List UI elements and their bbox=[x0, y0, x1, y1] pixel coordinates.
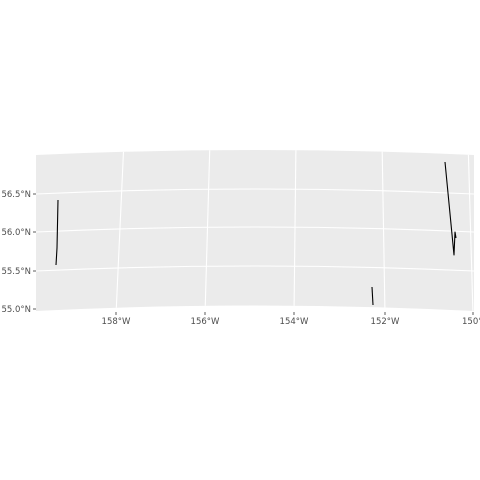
tracks bbox=[55, 161, 457, 306]
latitude-line-56-5 bbox=[36, 188, 474, 195]
map-panel bbox=[36, 150, 474, 311]
y-tick-label-56-0: 56.0°N bbox=[1, 228, 31, 238]
longitude-line-152 bbox=[381, 150, 386, 311]
graticule bbox=[36, 150, 474, 311]
y-tick-label-55-5: 55.5°N bbox=[1, 267, 31, 277]
x-tick-label-158w: 158°W bbox=[102, 317, 131, 327]
x-axis: 158°W 156°W 154°W 152°W 150°W bbox=[102, 312, 480, 327]
y-tick-label-55-0: 55.0°N bbox=[1, 305, 31, 315]
longitude-line-156 bbox=[204, 150, 211, 311]
x-tick-label-156w: 156°W bbox=[191, 317, 220, 327]
longitude-line-150 bbox=[467, 150, 474, 311]
y-axis: 56.5°N 56.0°N 55.5°N 55.0°N bbox=[1, 190, 36, 315]
track-west bbox=[55, 199, 59, 266]
track-east bbox=[444, 161, 457, 256]
y-tick-label-56-5: 56.5°N bbox=[1, 190, 31, 200]
latitude-line-55-5 bbox=[36, 265, 474, 272]
x-tick-label-152w: 152°W bbox=[371, 317, 400, 327]
longitude-line-154 bbox=[293, 150, 297, 311]
x-tick-label-154w: 154°W bbox=[280, 317, 309, 327]
latitude-line-56-0 bbox=[36, 226, 474, 233]
longitude-line-158 bbox=[115, 150, 125, 311]
track-south bbox=[371, 286, 374, 306]
x-tick-label-150w: 150°W bbox=[462, 317, 480, 327]
